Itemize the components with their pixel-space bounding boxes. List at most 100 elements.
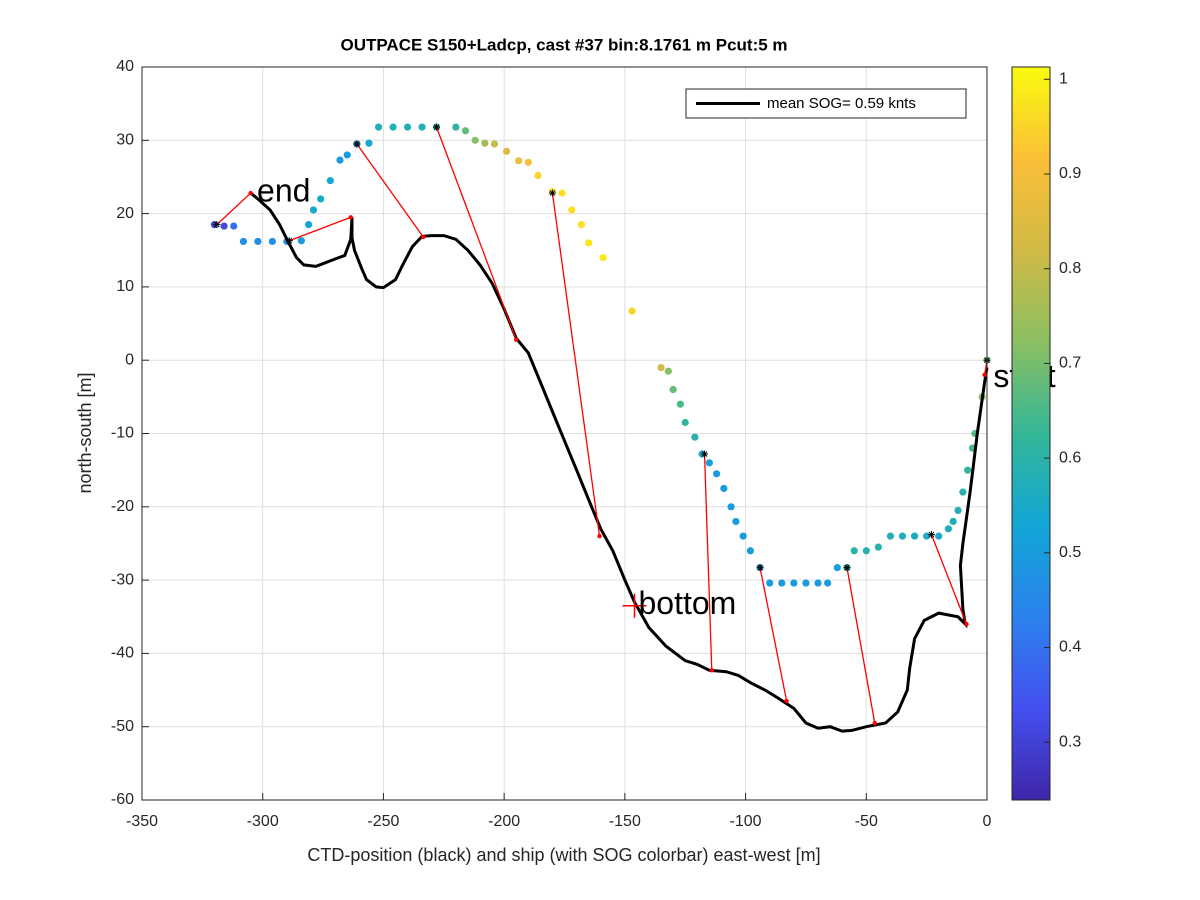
- ship-point: [568, 206, 576, 214]
- ship-point: [669, 385, 677, 394]
- ship-point: [790, 579, 798, 587]
- ship-point: [326, 177, 334, 185]
- x-axis-label: CTD-position (black) and ship (with SOG …: [307, 845, 820, 865]
- x-tick-label: -100: [730, 813, 762, 830]
- x-tick-label: -250: [367, 813, 399, 830]
- ship-point: [935, 532, 943, 540]
- ship-point: [628, 307, 636, 315]
- y-tick-label: 40: [116, 58, 134, 75]
- ship-point: [585, 239, 593, 247]
- colorbar-tick-label: 0.6: [1059, 449, 1081, 466]
- y-tick-label: -40: [111, 645, 134, 662]
- ship-point: [403, 123, 412, 131]
- ship-point: [577, 220, 586, 229]
- y-tick-label: 30: [116, 132, 134, 149]
- ship-point: [481, 139, 489, 147]
- ship-point: [490, 140, 499, 148]
- star-stroke: [354, 141, 360, 147]
- ship-point: [874, 543, 882, 551]
- ship-point: [886, 532, 895, 540]
- y-tick-label: 0: [125, 351, 134, 368]
- ship-point: [727, 503, 735, 511]
- x-tick-label: -150: [609, 813, 641, 830]
- star-stroke: [286, 237, 293, 244]
- ship-star: [213, 221, 221, 229]
- colorbar-tick-label: 0.3: [1059, 733, 1081, 750]
- ship-point: [824, 579, 832, 587]
- ship-point: [389, 123, 397, 131]
- ship-point: [705, 459, 713, 467]
- ship-point: [739, 532, 747, 540]
- ship-point: [681, 418, 689, 427]
- ship-star: [433, 123, 441, 131]
- ship-star: [353, 140, 361, 148]
- y-axis-label: north-south [m]: [75, 372, 95, 493]
- ship-star: [701, 450, 709, 458]
- ship-point: [862, 547, 870, 555]
- ctd-point: [784, 698, 789, 704]
- ship-point: [599, 253, 607, 262]
- ship-point: [954, 506, 962, 515]
- ship-point: [418, 123, 426, 131]
- ship-point: [720, 484, 728, 493]
- ship-point: [814, 579, 822, 587]
- y-tick-label: -60: [111, 791, 134, 808]
- ctd-point: [872, 720, 877, 726]
- star-stroke: [549, 190, 556, 196]
- y-tick-label: -50: [111, 718, 134, 735]
- link-line: [356, 143, 424, 238]
- ship-point: [220, 222, 228, 230]
- y-tick-label: 20: [116, 205, 134, 222]
- star-stroke: [433, 124, 440, 130]
- colorbar-tick-label: 0.5: [1059, 544, 1081, 561]
- ctd-point: [348, 215, 354, 220]
- ctd-point: [709, 668, 714, 673]
- ship-point: [534, 171, 542, 180]
- axes-box: [141, 66, 988, 801]
- link-line: [930, 534, 968, 625]
- ship-point: [746, 547, 755, 555]
- ship-point: [713, 470, 721, 478]
- annotation: end: [257, 173, 310, 209]
- ship-point: [336, 156, 344, 164]
- ship-point: [802, 579, 810, 587]
- ship-point: [239, 237, 247, 246]
- x-tick-label: -50: [855, 813, 878, 830]
- ship-point: [524, 158, 532, 166]
- ship-point: [949, 517, 957, 526]
- ship-point: [365, 139, 373, 147]
- star-stroke: [213, 221, 220, 228]
- ship-point: [676, 400, 684, 408]
- ship-point: [502, 147, 511, 155]
- ship-point: [375, 123, 383, 131]
- link-line: [759, 567, 788, 702]
- y-tick-label: -10: [111, 425, 134, 442]
- colorbar-tick-label: 0.4: [1059, 639, 1081, 656]
- ctd-point: [982, 372, 987, 378]
- ship-star: [285, 237, 293, 245]
- ship-point: [558, 189, 566, 197]
- ship-point: [964, 466, 972, 474]
- ship-point: [664, 367, 672, 375]
- ship-point: [515, 157, 523, 165]
- colorbar-tick-label: 1: [1059, 71, 1068, 88]
- ship-point: [461, 127, 470, 135]
- ship-point: [297, 237, 305, 245]
- ctd-track: [249, 191, 989, 733]
- ctd-point: [421, 234, 426, 240]
- y-tick-label: 10: [116, 278, 134, 295]
- ship-point: [766, 579, 774, 587]
- colorbar: [1011, 66, 1051, 801]
- annotation-marker: [622, 593, 647, 618]
- ship-star: [927, 531, 935, 539]
- ctd-point: [514, 337, 519, 342]
- ship-point: [732, 517, 740, 526]
- ship-point: [898, 532, 907, 540]
- star-stroke: [844, 564, 850, 571]
- ctd-point: [964, 621, 969, 627]
- ship-star: [548, 189, 556, 197]
- ship-point: [910, 532, 919, 540]
- ship-point: [657, 363, 665, 372]
- link-line: [703, 454, 713, 671]
